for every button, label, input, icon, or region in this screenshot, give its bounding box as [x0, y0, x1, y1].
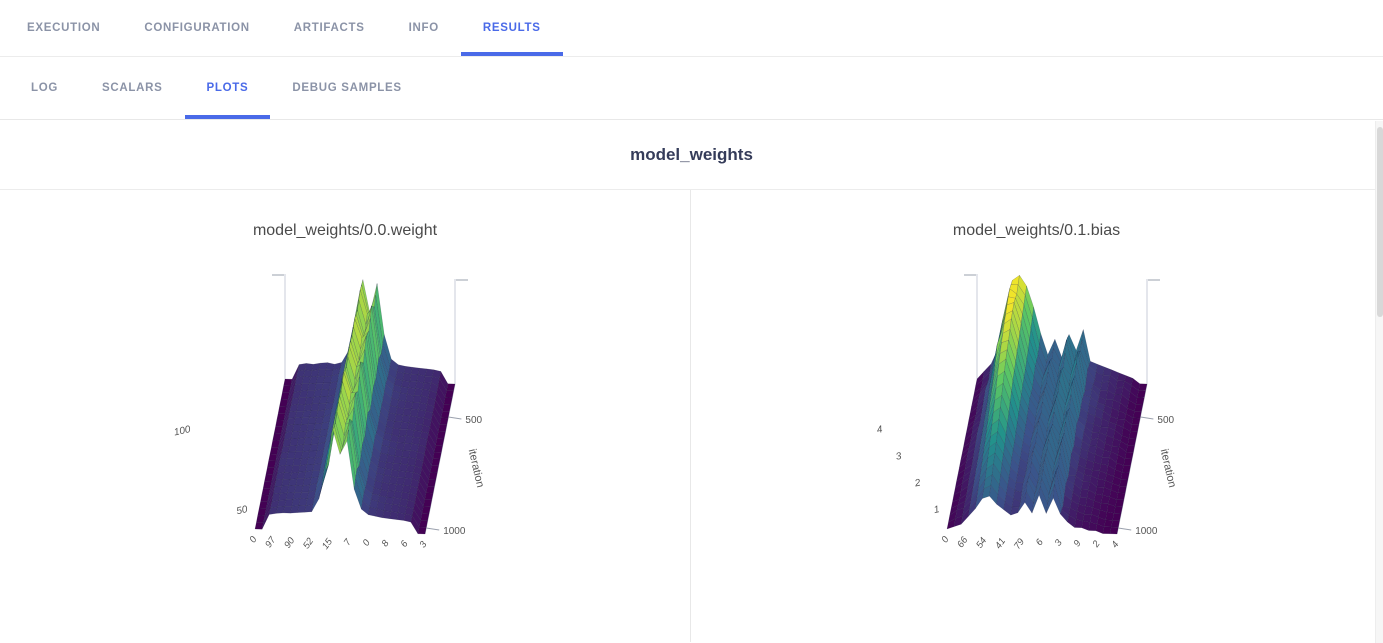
tab-configuration[interactable]: CONFIGURATION — [144, 22, 250, 34]
svg-text:1: 1 — [932, 504, 940, 516]
main-tab-bar: EXECUTION CONFIGURATION ARTIFACTS INFO R… — [0, 0, 1383, 57]
plot-title: model_weights/0.0.weight — [252, 222, 438, 239]
svg-text:66: 66 — [955, 534, 970, 550]
tab-artifacts[interactable]: ARTIFACTS — [293, 22, 365, 34]
svg-text:iteration: iteration — [466, 448, 486, 489]
svg-text:4: 4 — [875, 424, 883, 436]
svg-text:1000: 1000 — [443, 526, 466, 537]
tab-info[interactable]: INFO — [408, 22, 439, 34]
svg-text:0: 0 — [247, 534, 259, 545]
svg-text:4: 4 — [1109, 539, 1121, 550]
svg-text:79: 79 — [1011, 536, 1026, 552]
svg-text:1000: 1000 — [1135, 526, 1158, 537]
svg-text:8: 8 — [380, 538, 392, 549]
svg-text:6: 6 — [399, 538, 411, 549]
svg-text:41: 41 — [993, 536, 1008, 551]
tab-debug-samples[interactable]: DEBUG SAMPLES — [292, 82, 402, 94]
tab-log[interactable]: LOG — [31, 82, 59, 94]
tab-results[interactable]: RESULTS — [460, 0, 563, 56]
svg-text:500: 500 — [1157, 415, 1174, 426]
svg-text:6: 6 — [1033, 537, 1045, 548]
svg-text:500: 500 — [465, 415, 482, 426]
tab-scalars[interactable]: SCALARS — [102, 82, 163, 94]
svg-text:0: 0 — [361, 537, 373, 548]
svg-text:52: 52 — [301, 536, 316, 552]
svg-text:100: 100 — [173, 424, 192, 438]
plot-group-header: model_weights — [0, 120, 1383, 190]
svg-text:2: 2 — [1089, 538, 1102, 550]
plot-card-weight: model_weights/0.0.weight 50 100 0 97 90 52 15 7… — [0, 190, 691, 642]
plot-card-bias: model_weights/0.1.bias 1 2 3 4 0 66 54 41 79 6 3 9 2… — [691, 190, 1382, 642]
scrollbar-thumb[interactable] — [1377, 127, 1383, 317]
results-sub-tab-bar: LOG SCALARS PLOTS DEBUG SAMPLES — [0, 57, 1383, 120]
svg-text:15: 15 — [320, 536, 335, 552]
plots-area: model_weights/0.0.weight 50 100 0 97 90 52 15 7… — [0, 190, 1383, 642]
tab-plots[interactable]: PLOTS — [184, 57, 271, 119]
svg-text:54: 54 — [974, 536, 989, 551]
svg-text:3: 3 — [1052, 537, 1064, 548]
svg-text:0: 0 — [939, 534, 951, 545]
svg-text:90: 90 — [282, 535, 297, 551]
svg-text:7: 7 — [342, 537, 354, 548]
svg-text:9: 9 — [1071, 538, 1083, 549]
plot-group-title: model_weights — [630, 144, 753, 164]
tab-execution[interactable]: EXECUTION — [27, 22, 101, 34]
svg-text:2: 2 — [912, 477, 921, 489]
svg-text:97: 97 — [263, 534, 278, 550]
svg-text:50: 50 — [235, 504, 249, 517]
plot-title: model_weights/0.1.bias — [952, 222, 1121, 239]
svg-text:3: 3 — [417, 539, 429, 550]
svg-text:3: 3 — [894, 451, 902, 463]
scrollbar[interactable] — [1375, 121, 1383, 643]
svg-text:iteration: iteration — [1157, 448, 1177, 489]
